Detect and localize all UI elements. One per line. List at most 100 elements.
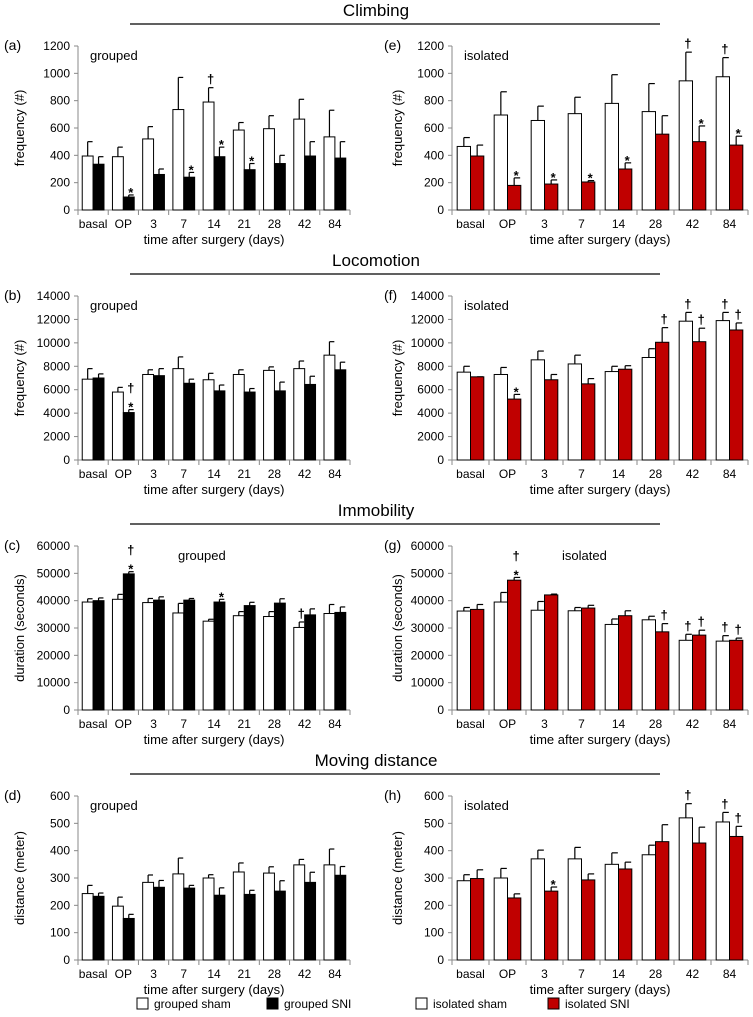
bar	[243, 605, 256, 711]
legend-item: isolated SNI	[547, 997, 630, 1011]
x-tick-label: 7	[578, 967, 585, 981]
y-axis-title: frequency (#)	[12, 90, 27, 167]
series-grouped-SNI: †*	[92, 361, 347, 461]
y-tick-label: 0	[437, 703, 444, 717]
y-tick-label: 800	[50, 94, 70, 108]
bar	[202, 101, 215, 211]
x-tick-label: 42	[686, 967, 700, 981]
bar	[323, 613, 336, 711]
panel-label: (d)	[4, 787, 21, 803]
bar	[293, 118, 306, 211]
x-tick-label: 14	[612, 717, 626, 731]
significance-dagger: †	[721, 620, 728, 635]
significance-dagger: †	[513, 548, 520, 563]
bar	[263, 616, 275, 711]
bar	[183, 887, 196, 961]
x-tick-label: basal	[79, 967, 108, 981]
bar	[172, 873, 185, 961]
x-tick-label: 7	[578, 217, 585, 231]
y-tick-label: 500	[424, 816, 444, 830]
y-tick-label: 40000	[37, 594, 71, 608]
y-tick-label: 400	[424, 844, 444, 858]
bar	[81, 893, 94, 961]
bar	[678, 80, 693, 211]
bar	[172, 612, 185, 711]
panels: (a)grouped020040060080010001200frequency…	[4, 36, 749, 997]
x-tick-label: 7	[578, 467, 585, 481]
y-tick-label: 0	[437, 203, 444, 217]
bar	[507, 184, 522, 211]
bar	[111, 156, 124, 211]
x-axis-title: time after surgery (days)	[530, 482, 671, 497]
bar	[715, 640, 730, 711]
x-tick-label: 28	[268, 217, 282, 231]
y-tick-label: 0	[63, 703, 70, 717]
x-tick-label: 21	[238, 467, 252, 481]
bar	[334, 874, 347, 961]
bar	[334, 157, 347, 211]
x-tick-label: 7	[180, 217, 187, 231]
x-tick-label: 7	[578, 717, 585, 731]
significance-dagger: †	[698, 312, 705, 327]
y-tick-label: 300	[424, 871, 444, 885]
bar	[618, 168, 633, 211]
bar	[507, 579, 522, 711]
significance-star: *	[699, 116, 705, 131]
bar	[243, 391, 256, 461]
bar	[604, 102, 619, 211]
x-tick-label: 28	[649, 717, 663, 731]
bar	[232, 871, 245, 961]
bar	[581, 181, 596, 211]
x-tick-label: basal	[79, 467, 108, 481]
bar	[678, 320, 693, 461]
legend-label: isolated SNI	[565, 997, 630, 1011]
bar	[263, 128, 275, 211]
series-grouped-SNI	[92, 865, 347, 961]
bar	[142, 602, 155, 711]
legend-label: isolated sham	[433, 997, 507, 1011]
section-titles: Climbing Locomotion Immobility Moving dista…	[130, 1, 660, 775]
bar	[293, 864, 306, 961]
x-axis-title: time after surgery (days)	[144, 732, 285, 747]
series-grouped-sham	[81, 341, 336, 461]
panel-g: (g) isolated 0 10000 20000 30000 40000 50000 600…	[384, 537, 749, 747]
x-tick-label: 3	[150, 467, 157, 481]
y-tick-label: 30000	[411, 621, 445, 635]
y-tick-label: 0	[437, 453, 444, 467]
series-isolated-sham: ††	[456, 296, 730, 461]
significance-dagger: †	[661, 312, 668, 327]
x-tick-label: 21	[238, 967, 252, 981]
y-tick-label: 100	[50, 926, 70, 940]
bar	[202, 379, 215, 461]
bar	[92, 377, 105, 461]
y-tick-label: 200	[50, 898, 70, 912]
bar	[729, 329, 744, 461]
bar	[92, 895, 105, 961]
significance-dagger: †	[721, 796, 728, 811]
bar	[692, 634, 707, 711]
y-tick-label: 14000	[411, 289, 445, 303]
section-title: Moving distance	[315, 751, 438, 770]
legend-label: grouped sham	[154, 997, 231, 1011]
x-tick-label: 84	[723, 467, 737, 481]
bar	[604, 623, 619, 711]
bar	[304, 881, 317, 961]
bar	[544, 379, 559, 461]
significance-dagger: †	[735, 622, 742, 637]
x-tick-label: 3	[150, 717, 157, 731]
y-axis-title: distance (meter)	[12, 831, 27, 925]
x-tick-label: 14	[207, 717, 221, 731]
series-grouped-sham: †	[81, 72, 336, 211]
y-tick-label: 20000	[411, 648, 445, 662]
significance-star: *	[736, 126, 742, 141]
y-tick-label: 400	[50, 148, 70, 162]
y-tick-label: 60000	[37, 539, 71, 553]
x-tick-label: 28	[268, 717, 282, 731]
bar	[641, 357, 656, 461]
bar	[213, 156, 226, 211]
y-tick-label: 0	[437, 953, 444, 967]
bar	[618, 368, 633, 461]
group-label: isolated	[562, 548, 607, 563]
bar	[81, 155, 94, 211]
group-label: grouped	[90, 798, 138, 813]
